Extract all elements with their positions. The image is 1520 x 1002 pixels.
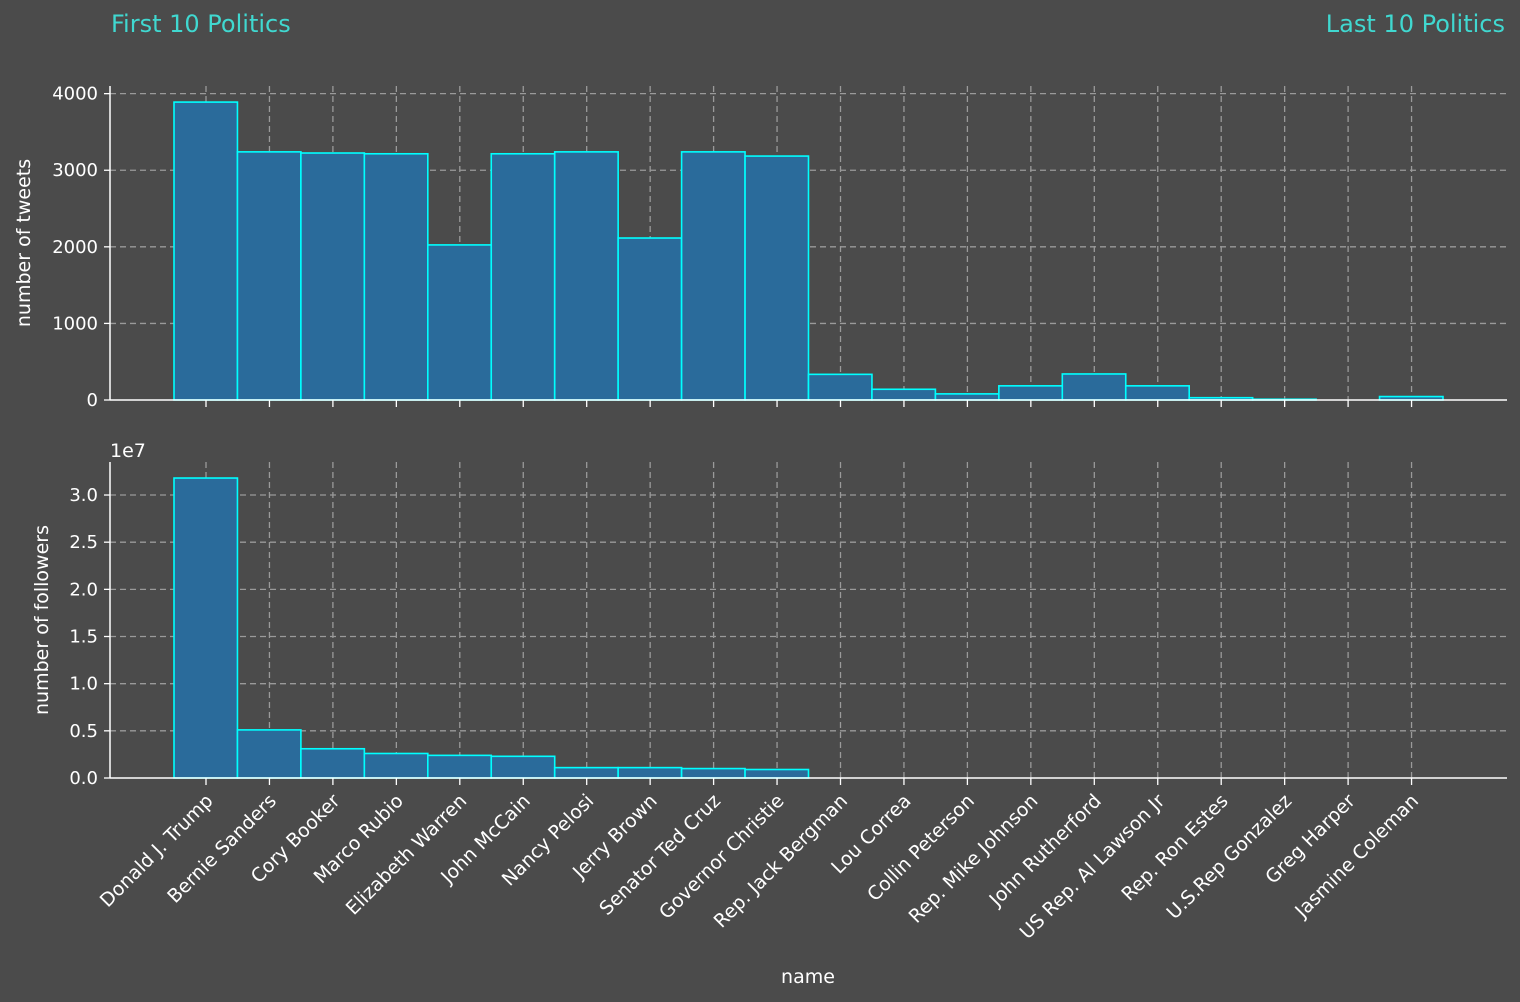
bar-1-5 [426, 244, 493, 401]
y-tick-label: 1000 [52, 313, 98, 334]
bar-2-3 [300, 747, 366, 779]
bar-2-6 [490, 755, 556, 779]
x-tick-label: Elizabeth Warren [342, 790, 472, 920]
bar-1-8 [617, 237, 683, 401]
bar-2-9 [680, 767, 746, 779]
x-tick-label: Jasmine Coleman [1290, 790, 1423, 923]
y-tick-label: 0.5 [69, 721, 98, 742]
y-tick-label: 3.0 [69, 485, 98, 506]
right-header: Last 10 Politics [1325, 10, 1505, 38]
y-tick-label: 2.0 [69, 579, 98, 600]
bar-2-10 [744, 768, 810, 779]
bar-1-7 [553, 151, 619, 401]
y-axis-label: number of followers [31, 525, 53, 715]
x-axis-label: name [781, 966, 835, 988]
bar-1-14 [998, 385, 1064, 401]
y-tick-label: 1.0 [69, 674, 98, 695]
panel-1: 0 1000 2000 3000 4000 number of tweets [13, 84, 1507, 411]
bar-1-11 [807, 373, 873, 401]
x-tick-label: Collin Peterson [863, 790, 979, 906]
x-tick-label: John Rutherford [985, 790, 1106, 911]
y-tick-label: 0 [87, 390, 98, 411]
bar-2-7 [553, 766, 619, 779]
bar-1-2 [236, 151, 302, 401]
y-axis-label: number of tweets [13, 159, 35, 327]
panel-2: 0.0 0.5 1.0 1.5 2.0 2.5 3.0 number of followers… [31, 440, 1507, 789]
y-tick-label: 2.5 [69, 532, 98, 553]
bar-1-3 [300, 152, 366, 401]
bar-1-12 [871, 388, 937, 401]
bar-1-15 [1061, 373, 1127, 401]
bar-1-9 [680, 151, 746, 401]
bar-1-16 [1124, 385, 1191, 401]
bar-1-6 [490, 152, 556, 401]
x-tick-label: Rep. Ron Estes [1117, 790, 1232, 905]
bar-1-1 [173, 101, 239, 401]
y-tick-label: 1.5 [69, 627, 98, 648]
bar-1-10 [744, 155, 810, 401]
bar-1-4 [363, 152, 429, 401]
bar-2-4 [363, 752, 429, 779]
y-offset-label: 1e7 [110, 440, 146, 462]
y-tick-label: 4000 [52, 84, 98, 105]
x-tick-label: Donald J. Trump [96, 790, 218, 912]
bar-2-2 [236, 729, 302, 779]
x-tick-label: Bernie Sanders [163, 790, 281, 908]
bar-1-13 [934, 393, 1000, 401]
bar-2-1 [173, 477, 239, 779]
bar-2-5 [426, 754, 493, 779]
y-tick-label: 2000 [52, 237, 98, 258]
left-header: First 10 Politics [111, 10, 291, 38]
bar-2-8 [617, 766, 683, 779]
y-tick-label: 3000 [52, 160, 98, 181]
x-tick-label: Senator Ted Cruz [595, 790, 725, 920]
y-tick-label: 0.0 [69, 768, 98, 789]
